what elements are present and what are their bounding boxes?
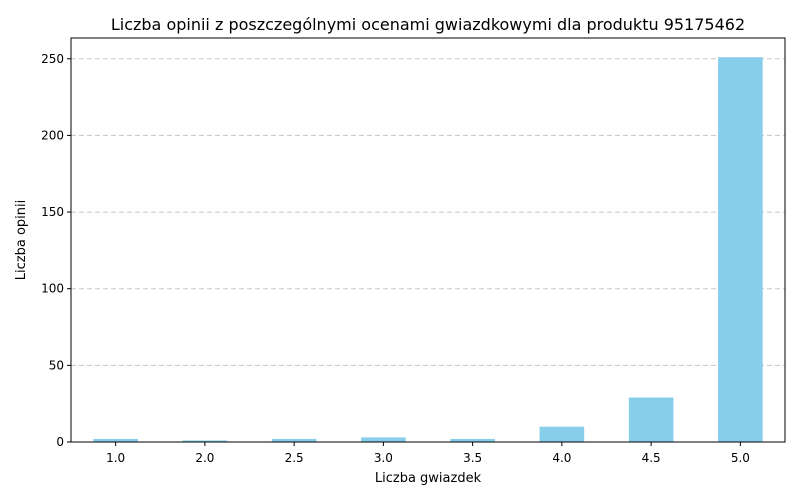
bar: [628, 397, 674, 442]
x-tick-label: 2.5: [285, 451, 304, 465]
bar: [361, 437, 406, 442]
x-axis-label: Liczba gwiazdek: [375, 471, 482, 486]
bar: [93, 438, 138, 442]
grid-lines: [71, 58, 785, 366]
x-axis: 1.0 2.0 2.5 3.0 3.5 4.0 4.5 5.0: [106, 442, 750, 465]
y-tick-label: 200: [41, 128, 64, 142]
chart-title: Liczba opinii z poszczególnymi ocenami g…: [111, 15, 745, 34]
x-tick-label: 3.0: [374, 451, 393, 465]
x-tick-label: 4.5: [642, 451, 661, 465]
x-tick-label: 2.0: [195, 451, 214, 465]
bar: [182, 440, 228, 442]
y-tick-label: 250: [41, 52, 64, 66]
y-tick-label: 50: [49, 358, 64, 372]
y-tick-label: 150: [41, 205, 64, 219]
y-tick-label: 100: [41, 282, 64, 296]
x-tick-label: 1.0: [106, 451, 125, 465]
y-axis-label: Liczba opinii: [14, 200, 29, 280]
bars: [93, 57, 763, 442]
x-tick-label: 3.5: [463, 451, 482, 465]
y-tick-label: 0: [56, 435, 64, 449]
bar: [718, 57, 763, 442]
x-tick-label: 5.0: [731, 451, 750, 465]
bar: [450, 438, 495, 442]
bar: [271, 438, 317, 442]
plot-frame: [70, 37, 786, 443]
y-axis: 0 50 100 150 200 250: [41, 52, 71, 449]
bar: [539, 426, 585, 442]
x-tick-label: 4.0: [552, 451, 571, 465]
